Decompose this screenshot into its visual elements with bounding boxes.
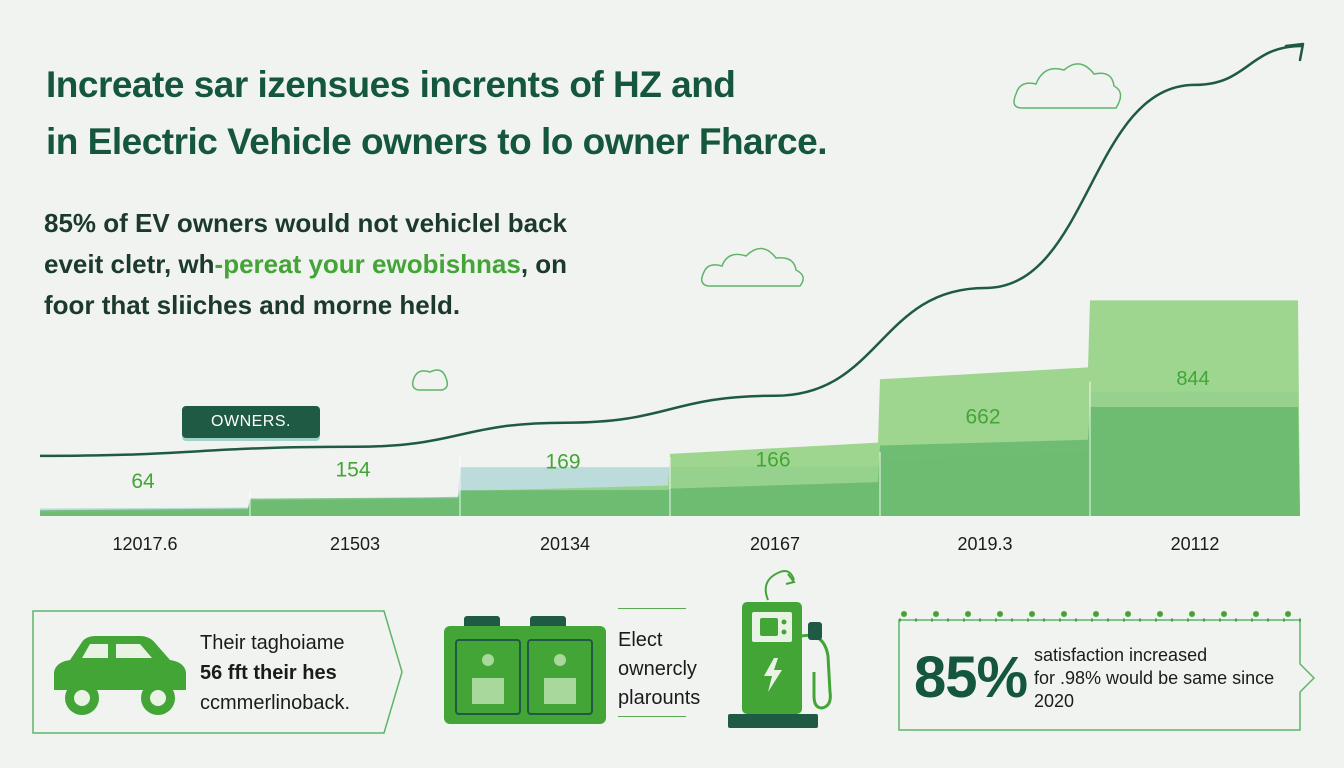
car-stat-card: Their taghoiame 56 fft their hes ccmmerl… [32, 610, 404, 734]
subtitle-line-2-highlight: -pereat your ewobishnas [214, 249, 521, 279]
x-tick-label: 2019.3 [957, 534, 1012, 554]
car-icon [54, 636, 186, 715]
battery-icon [444, 616, 606, 724]
card-frame [32, 610, 403, 734]
charging-text: Elect ownercly plarounts [618, 626, 738, 713]
x-tick-label: 21503 [330, 534, 380, 554]
big-stat: 85% [914, 645, 1028, 710]
subtitle-line-2-part-c: , on [520, 249, 568, 279]
satisfaction-line-1: satisfaction increased [1034, 645, 1208, 665]
cloud-decorations [411, 63, 1122, 391]
divider [618, 608, 686, 609]
divider [618, 716, 686, 717]
satisfaction-text: satisfaction increased for .98% would be… [1034, 644, 1314, 713]
area-series [40, 406, 1300, 516]
data-label: 166 [755, 449, 790, 472]
x-tick-label: 20112 [1171, 534, 1220, 554]
charging-station-icon [728, 570, 832, 728]
data-label: 844 [1176, 368, 1209, 390]
car-card-line-1: Their taghoiame [200, 632, 345, 654]
satisfaction-line-2: for .98% would be same since [1034, 668, 1275, 688]
car-card-line-2: 56 fft their hes [200, 662, 337, 684]
data-label: 662 [965, 406, 1000, 429]
data-label: 64 [131, 470, 155, 493]
cloud-icon [411, 369, 449, 391]
subtitle-line-2: eveit cletr, wh-pereat your ewobishnas, … [44, 244, 704, 285]
subtitle-line-1: 85% of EV owners would not vehiclel back [44, 208, 568, 238]
car-card-line-3: ccmmerlinoback. [200, 692, 351, 714]
area-series-group [40, 300, 1300, 516]
card-frame [898, 611, 1316, 731]
subtitle: 85% of EV owners would not vehiclel back… [44, 203, 704, 326]
data-label: 169 [545, 450, 580, 473]
data-labels: 64 154 169 166 662 844 [131, 368, 1209, 493]
trend-line [39, 44, 1303, 458]
cloud-icon [1013, 63, 1122, 109]
charging-line-2: ownercly [618, 658, 697, 680]
x-tick-label: 12017.6 [112, 534, 177, 554]
owners-tag: OWNERS. [182, 406, 320, 438]
x-tick-labels: 12017.6 21503 20134 20167 2019.3 20112 [112, 534, 1219, 554]
satisfaction-line-3: 2020 [1034, 691, 1075, 711]
title-line-1: Increate sar izensues incrents of HZ and [46, 64, 736, 105]
cloud-icon [701, 247, 804, 287]
arrow-head-icon [1284, 42, 1305, 62]
x-tick-label: 20167 [750, 534, 800, 554]
title-line-2: in Electric Vehicle owners to lo owner F… [46, 121, 827, 162]
charging-line-3: plarounts [618, 687, 701, 709]
x-tick-label: 20134 [540, 534, 590, 554]
subtitle-line-2-part-a: eveit cletr, wh [44, 249, 215, 279]
trend-arrow [39, 42, 1305, 458]
satisfaction-card [896, 608, 1316, 732]
charging-line-1: Elect [618, 629, 663, 651]
data-label: 154 [335, 459, 370, 482]
subtitle-line-3: foor that sliiches and morne held. [44, 290, 461, 320]
chart-title: Increate sar izensues incrents of HZ and… [46, 56, 1006, 170]
car-card-text: Their taghoiame 56 fft their hes ccmmerl… [200, 628, 400, 718]
